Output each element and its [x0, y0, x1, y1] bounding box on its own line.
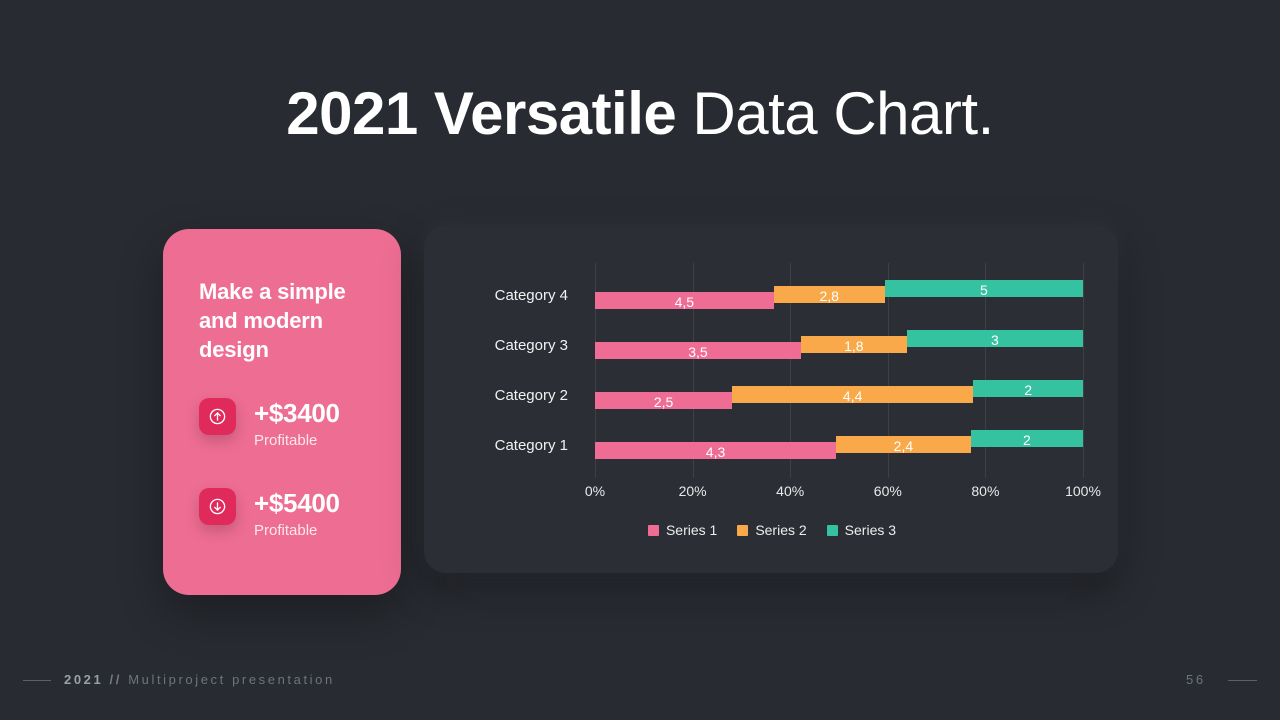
chart-legend-item[interactable]: Series 3 [826, 521, 897, 539]
chart-bar-value-label: 2 [1024, 381, 1032, 398]
chart-x-tick-label: 40% [776, 483, 805, 499]
footer-separator: // [109, 672, 122, 687]
chart-bar-segment[interactable]: 2,5 [595, 392, 733, 410]
chart-bar-segment[interactable]: 4,5 [595, 292, 774, 309]
chart-bar-segment[interactable]: 2,8 [773, 286, 885, 304]
footer-year: 2021 [64, 672, 104, 687]
chart-bar-segment[interactable]: 2,4 [836, 436, 971, 453]
chart-gridline [985, 263, 987, 478]
chart-category-label: Category 2 [494, 387, 568, 404]
chart-bar-value-label: 4,3 [705, 443, 726, 460]
page-title-strong: 2021 Versatile [286, 80, 677, 147]
chart-bar-row: 4,3 2,4 2 [595, 426, 1083, 470]
chart-bar-segment[interactable]: 1,8 [800, 336, 907, 354]
chart-panel: Category 4 Category 3 Category 2 Category 1… [424, 225, 1118, 573]
chart-legend-label: Series 1 [665, 522, 718, 538]
chart-bar-value-label: 3 [991, 331, 999, 348]
footer-rule-left [23, 680, 51, 681]
chart-gridline [692, 263, 694, 478]
chart-legend-swatch [826, 524, 838, 536]
chart-gridline [790, 263, 792, 478]
chart-bar-value-label: 2,4 [893, 437, 914, 454]
footer-caption: 2021 // Multiproject presentation [64, 670, 335, 690]
chart-bar-row: 4,5 2,8 5 [595, 276, 1083, 320]
chart-gridline [595, 263, 596, 478]
chart-bar-value-label: 5 [980, 281, 988, 298]
stat-item: +$3400 Profitable [199, 396, 365, 466]
chart-bar-segment[interactable]: 4,3 [595, 442, 837, 460]
chart-plot-area: Category 4 Category 3 Category 2 Category 1… [452, 263, 1092, 478]
chart-category-label: Category 4 [494, 287, 568, 304]
chart-bar-value-label: 3,5 [688, 343, 708, 360]
chart-bar-row: 2,5 4,4 2 [595, 376, 1083, 420]
chart-bar-value-label: 1,8 [844, 337, 864, 354]
chart-bar-segment[interactable]: 3 [906, 330, 1083, 348]
highlight-card: Make a simple and modern design +$3400 P… [163, 229, 401, 595]
chart-category-label: Category 1 [494, 437, 568, 454]
chart-legend-label: Series 2 [755, 522, 807, 538]
stat-item: +$5400 Profitable [199, 486, 365, 556]
stat-caption: Profitable [254, 522, 318, 539]
arrow-down-circle-icon [199, 488, 236, 525]
chart-gridline [887, 263, 889, 478]
stat-amount: +$3400 [254, 398, 340, 428]
chart-x-tick-label: 80% [971, 483, 1000, 499]
chart-bar-value-label: 4,5 [674, 293, 695, 310]
chart-legend-item[interactable]: Series 1 [647, 521, 718, 539]
chart-bar-segment[interactable]: 4,4 [732, 386, 974, 404]
chart-bar-value-label: 4,4 [842, 387, 863, 404]
stat-caption: Profitable [254, 432, 318, 449]
chart-category-axis: Category 4 Category 3 Category 2 Category 1 [452, 263, 578, 478]
highlight-card-heading: Make a simple and modern design [199, 279, 346, 362]
chart-legend-swatch [737, 524, 749, 536]
chart-bar-value-label: 2,5 [653, 393, 674, 410]
chart-bar-value-label: 2 [1022, 431, 1031, 448]
chart-x-axis: 0% 20% 40% 60% 80% 100% [585, 481, 1101, 505]
chart-panel-stack: Category 4 Category 3 Category 2 Category 1… [420, 225, 1120, 645]
chart-x-tick-label: 100% [1065, 483, 1101, 499]
chart-bar-segment[interactable]: 5 [884, 280, 1083, 298]
footer-presentation-name: Multiproject presentation [128, 672, 335, 687]
page-title: 2021 Versatile Data Chart. [0, 78, 1280, 150]
arrow-up-circle-icon [199, 398, 236, 435]
chart-legend-swatch [647, 524, 659, 536]
chart-bar-segment[interactable]: 3,5 [595, 342, 801, 359]
chart-x-tick-label: 0% [584, 483, 606, 499]
stat-amount: +$5400 [254, 488, 340, 518]
chart-legend: Series 1 Series 2 Series 3 [452, 521, 1092, 539]
chart-x-tick-label: 20% [678, 483, 707, 499]
chart-x-tick-label: 60% [873, 483, 902, 499]
chart-category-label: Category 3 [494, 337, 568, 354]
chart-bar-value-label: 2,8 [819, 287, 839, 304]
chart-bar-row: 3,5 1,8 3 [595, 326, 1083, 370]
chart-bar-segment[interactable]: 2 [973, 380, 1083, 397]
chart-gridline [1083, 263, 1084, 478]
stacked-bar-chart: Category 4 Category 3 Category 2 Category 1… [452, 263, 1101, 563]
chart-legend-item[interactable]: Series 2 [737, 521, 807, 539]
footer-rule-right [1228, 680, 1257, 681]
chart-bar-segment[interactable]: 2 [970, 430, 1083, 448]
page-title-light: Data Chart. [676, 80, 994, 147]
chart-legend-label: Series 3 [844, 522, 897, 538]
page-number: 56 [1186, 672, 1206, 687]
chart-bars-region: 4,5 2,8 5 3,5 1,8 3 2,5 4,4 2 4,3 2,4 2 [595, 263, 1084, 478]
